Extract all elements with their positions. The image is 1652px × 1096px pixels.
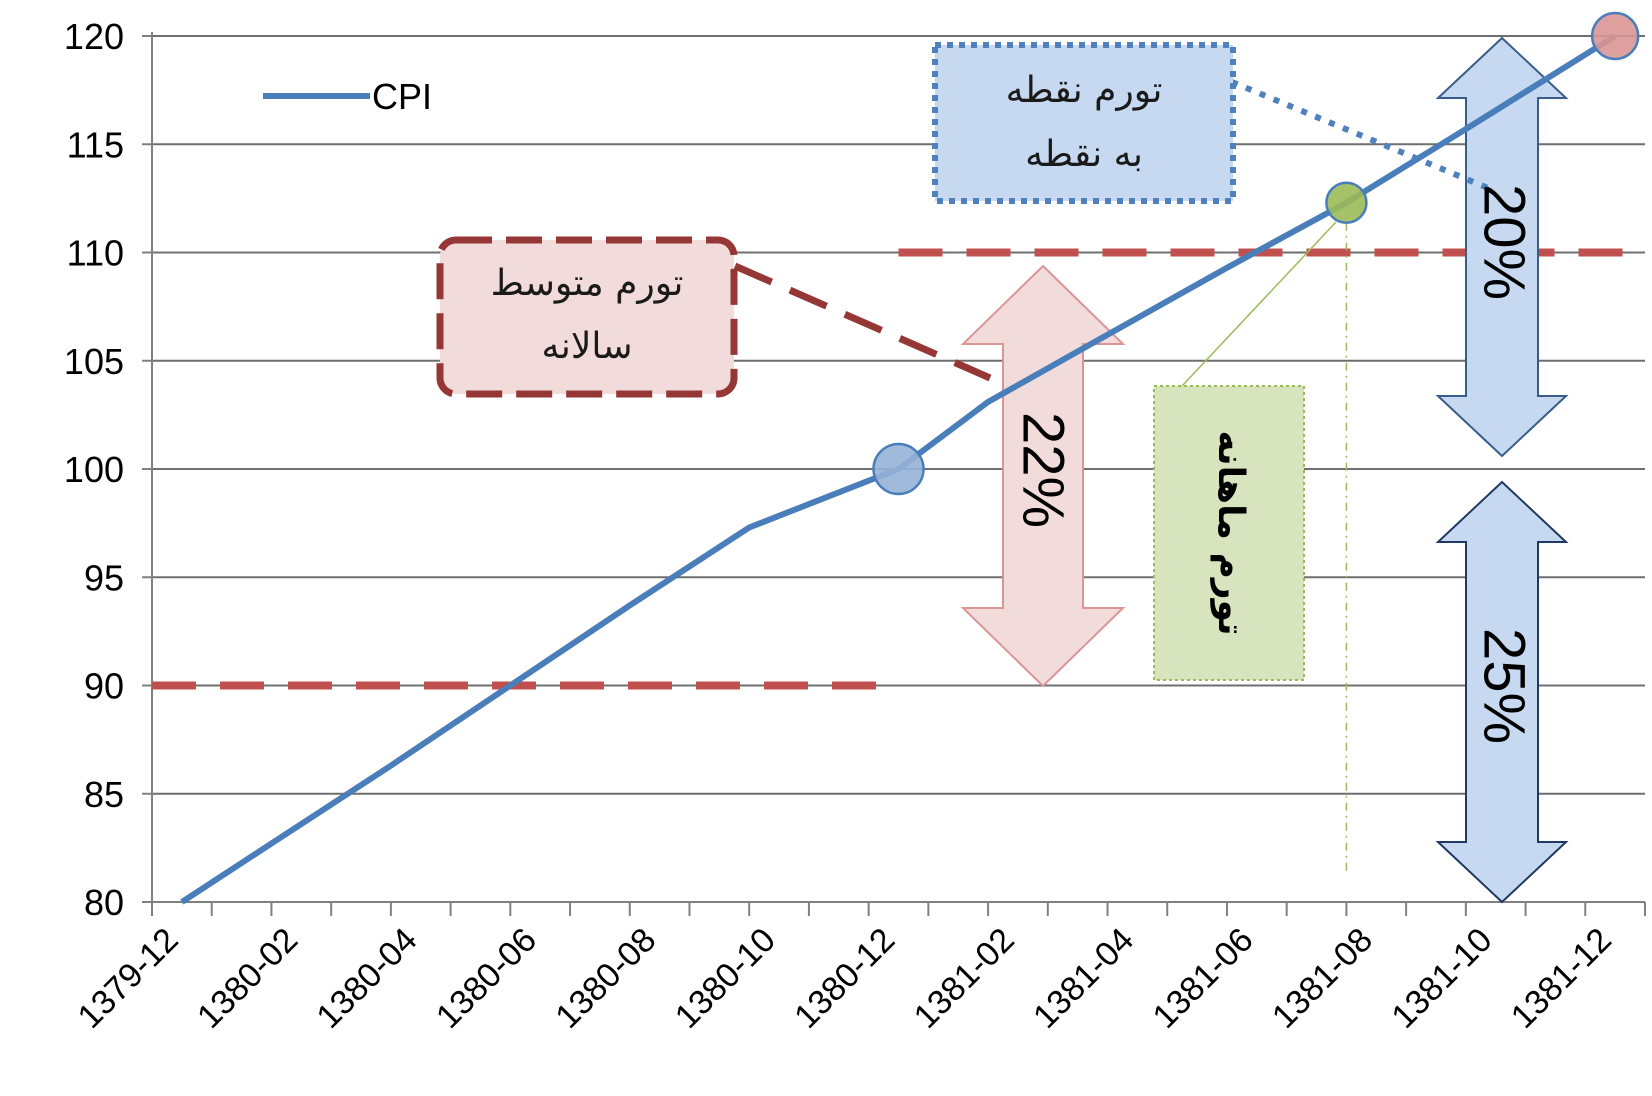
x-tick-label: 1380-12 <box>787 921 902 1036</box>
arrow-20-percent <box>1435 36 1569 458</box>
y-tick-label: 100 <box>64 449 124 490</box>
highlight-point <box>872 442 925 496</box>
x-tick-label: 1380-04 <box>309 921 424 1036</box>
p2p-label-2: به نقطه <box>1025 134 1143 175</box>
p2p-box <box>932 42 1236 204</box>
y-tick-label: 80 <box>84 882 124 923</box>
p2p-connector <box>1230 79 1490 191</box>
y-tick-label: 115 <box>67 124 124 165</box>
highlight-point <box>1590 11 1640 61</box>
annual-avg-label-1: تورم متوسط <box>491 263 684 304</box>
monthly-label: تورم ماهانه <box>1210 430 1251 635</box>
legend: CPI <box>263 76 432 117</box>
x-tick-label: 1381-10 <box>1384 921 1499 1036</box>
highlight-point <box>1325 181 1368 224</box>
y-tick-label: 95 <box>84 557 124 598</box>
y-tick-label: 110 <box>67 233 124 274</box>
x-tick-label: 1381-08 <box>1265 921 1380 1036</box>
x-tick-label: 1380-02 <box>190 921 305 1036</box>
arrows <box>960 36 1569 904</box>
series-layer <box>180 11 1640 905</box>
monthly-connector <box>1181 221 1337 387</box>
monthly-box <box>1153 385 1305 681</box>
reference-lines <box>152 202 1645 872</box>
axes <box>142 32 1646 916</box>
annual-avg-label-2: سالانه <box>542 326 633 367</box>
p2p-label-1: تورم نقطه <box>1006 70 1163 111</box>
annual-avg-box <box>436 236 738 398</box>
pct-22-label: 22% <box>1011 412 1076 528</box>
arrow-25-percent <box>1435 480 1569 904</box>
x-tick-label: 1381-02 <box>907 921 1022 1036</box>
pct-20-label: 20% <box>1472 184 1537 300</box>
x-tick-label: 1380-08 <box>548 921 663 1036</box>
x-tick-label: 1380-10 <box>668 921 783 1036</box>
x-tick-label: 1379-12 <box>71 921 186 1036</box>
y-tick-label: 120 <box>64 16 124 57</box>
legend-label: CPI <box>372 76 432 117</box>
pct-25-label: 25% <box>1472 628 1537 744</box>
y-tick-label: 90 <box>84 666 124 707</box>
annual-avg-connector <box>733 262 992 382</box>
y-tick-label: 85 <box>84 774 124 815</box>
x-tick-label: 1381-06 <box>1146 921 1261 1036</box>
annotations: تورم متوسط سالانه تورم نقطه به نقطه تورم ماه… <box>436 42 1537 744</box>
x-tick-label: 1380-06 <box>429 921 544 1036</box>
y-tick-label: 105 <box>64 341 124 382</box>
x-tick-label: 1381-12 <box>1504 921 1619 1036</box>
x-tick-label: 1381-04 <box>1026 921 1141 1036</box>
